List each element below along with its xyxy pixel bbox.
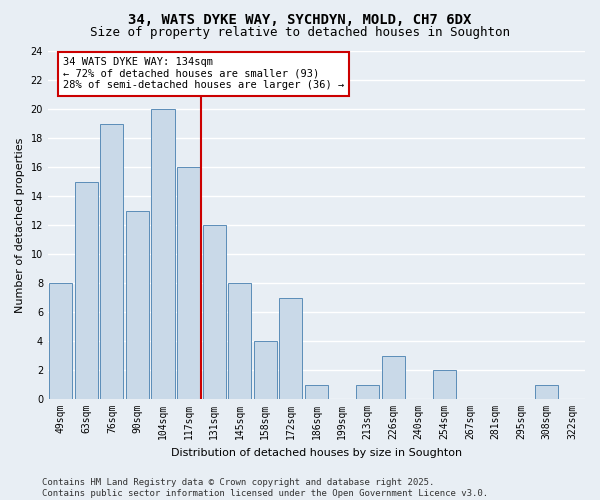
Bar [126,211,149,399]
Y-axis label: Number of detached properties: Number of detached properties [15,138,25,313]
Text: Contains HM Land Registry data © Crown copyright and database right 2025.
Contai: Contains HM Land Registry data © Crown c… [42,478,488,498]
Bar [151,110,175,399]
Bar [49,283,72,399]
Bar [305,384,328,399]
Bar [228,283,251,399]
Text: 34 WATS DYKE WAY: 134sqm
← 72% of detached houses are smaller (93)
28% of semi-d: 34 WATS DYKE WAY: 134sqm ← 72% of detach… [63,58,344,90]
Text: Size of property relative to detached houses in Soughton: Size of property relative to detached ho… [90,26,510,39]
Text: 34, WATS DYKE WAY, SYCHDYN, MOLD, CH7 6DX: 34, WATS DYKE WAY, SYCHDYN, MOLD, CH7 6D… [128,12,472,26]
Bar [382,356,404,399]
Bar [177,168,200,399]
Bar [356,384,379,399]
Bar [254,341,277,399]
Bar [203,226,226,399]
Bar [433,370,456,399]
Bar [100,124,124,399]
Bar [535,384,558,399]
Bar [75,182,98,399]
Bar [280,298,302,399]
X-axis label: Distribution of detached houses by size in Soughton: Distribution of detached houses by size … [171,448,462,458]
